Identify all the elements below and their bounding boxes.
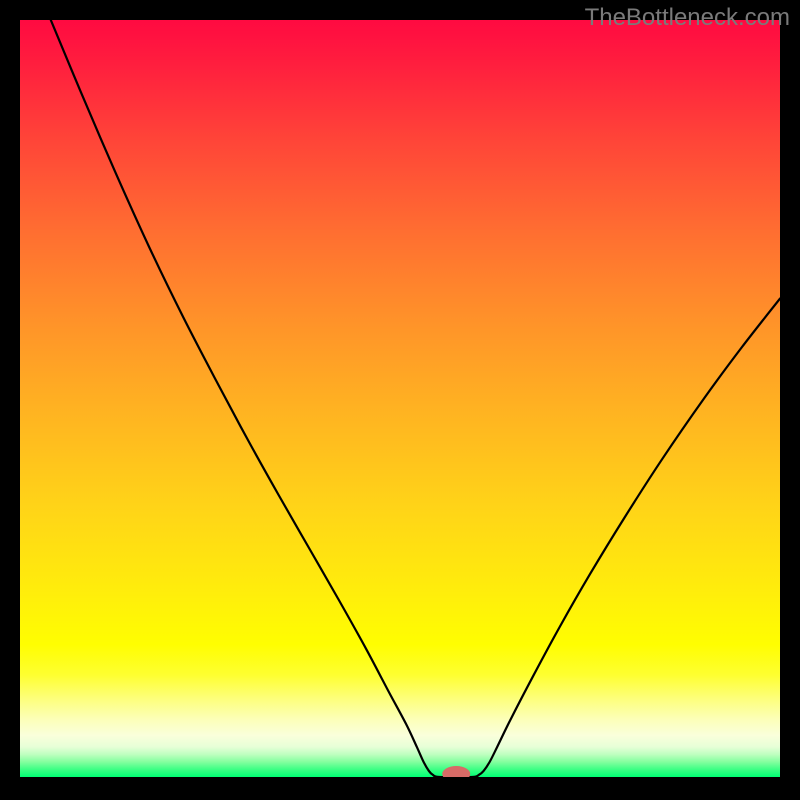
chart-svg [20, 20, 780, 777]
plot-area [20, 20, 780, 777]
chart-container: TheBottleneck.com [0, 0, 800, 800]
gradient-background [20, 20, 780, 777]
watermark-label: TheBottleneck.com [585, 4, 790, 32]
